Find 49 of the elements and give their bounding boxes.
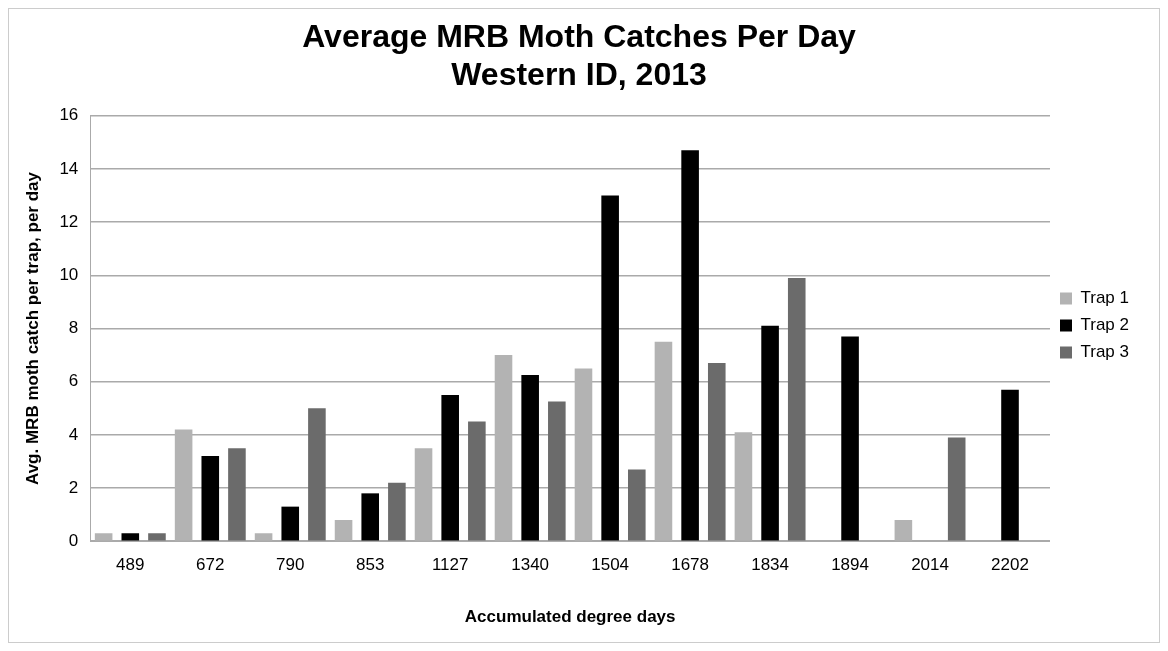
bar bbox=[201, 456, 220, 541]
y-tick-label: 8 bbox=[68, 318, 79, 338]
y-tick-label: 10 bbox=[59, 265, 79, 285]
bar bbox=[388, 482, 406, 541]
y-tick-label: 14 bbox=[59, 158, 79, 178]
legend-label: Trap 2 bbox=[1080, 315, 1130, 335]
x-tick-label: 1678 bbox=[671, 555, 710, 575]
x-tick-label: 2014 bbox=[911, 555, 949, 575]
x-tick-label: 2202 bbox=[991, 555, 1029, 575]
bar bbox=[1001, 389, 1019, 541]
bar bbox=[947, 437, 966, 541]
x-tick-label: 1834 bbox=[751, 555, 789, 575]
text: Western ID, 2013 bbox=[451, 56, 707, 93]
x-tick-label: 1127 bbox=[431, 555, 469, 575]
bar bbox=[361, 493, 380, 541]
x-tick-label: 790 bbox=[276, 555, 305, 575]
y-axis-title: Avg. MRB moth catch per trap, per day bbox=[22, 171, 42, 485]
y-tick-label: 4 bbox=[68, 424, 79, 444]
x-tick-label: 1504 bbox=[591, 555, 630, 575]
bar bbox=[468, 421, 486, 541]
bar bbox=[121, 533, 140, 541]
bar bbox=[601, 195, 619, 541]
y-tick-label: 2 bbox=[68, 477, 79, 497]
y-tick-label: 0 bbox=[68, 530, 79, 550]
y-tick-label: 12 bbox=[59, 211, 79, 231]
bar bbox=[628, 469, 646, 541]
x-axis-title: Accumulated degree days bbox=[464, 607, 676, 627]
x-tick-label: 853 bbox=[356, 555, 385, 575]
bar bbox=[707, 363, 726, 541]
bar bbox=[228, 448, 246, 541]
bar bbox=[787, 277, 806, 541]
text: Average MRB Moth Catches Per Day bbox=[302, 18, 856, 55]
bar bbox=[681, 150, 699, 541]
bar bbox=[148, 533, 166, 541]
legend-label: Trap 3 bbox=[1080, 342, 1130, 362]
x-tick-label: 672 bbox=[196, 555, 225, 575]
bar bbox=[548, 401, 566, 541]
bar bbox=[521, 375, 539, 541]
bar bbox=[761, 325, 779, 541]
legend-label: Trap 1 bbox=[1080, 288, 1130, 308]
y-tick-label: 6 bbox=[68, 371, 79, 391]
y-tick-label: 16 bbox=[59, 105, 79, 125]
x-tick-label: 1340 bbox=[511, 555, 550, 575]
bar bbox=[308, 408, 326, 541]
bar bbox=[281, 506, 300, 541]
bar bbox=[441, 394, 459, 541]
x-tick-label: 1894 bbox=[831, 555, 869, 575]
bar bbox=[841, 336, 859, 541]
x-tick-label: 489 bbox=[116, 555, 145, 575]
